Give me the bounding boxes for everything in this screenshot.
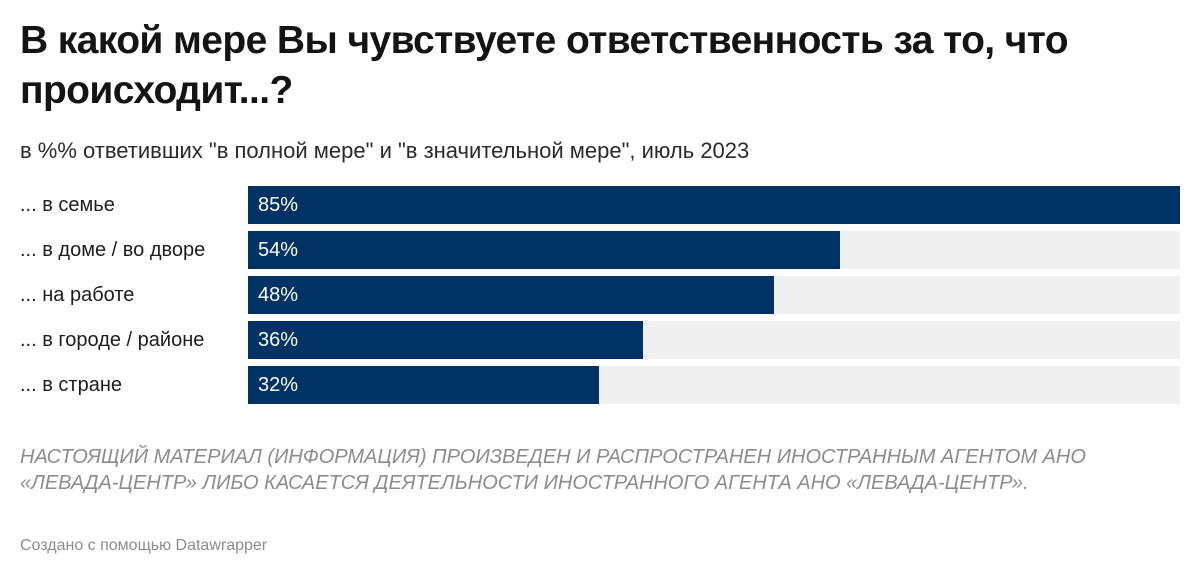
bar-row: ... в доме / во дворе 54% xyxy=(20,231,1180,269)
bar-row: ... в стране 32% xyxy=(20,366,1180,404)
bar-value-label: 85% xyxy=(258,194,299,216)
chart-subtitle: в %% ответивших "в полной мере" и "в зна… xyxy=(20,138,750,163)
bar xyxy=(248,231,840,269)
category-label: ... в доме / во дворе xyxy=(20,239,206,261)
bar-track: 36% xyxy=(248,321,1180,359)
bar xyxy=(248,186,1180,224)
bar-row: ... в городе / районе 36% xyxy=(20,321,1180,359)
category-label: ... в семье xyxy=(20,194,115,216)
bar-value-label: 48% xyxy=(258,284,299,306)
foreign-agent-disclaimer: НАСТОЯЩИЙ МАТЕРИАЛ (ИНФОРМАЦИЯ) ПРОИЗВЕД… xyxy=(20,446,1086,494)
bar-track: 32% xyxy=(248,366,1180,404)
bar-track: 48% xyxy=(248,276,1180,314)
category-label: ... на работе xyxy=(20,284,135,306)
category-label: ... в стране xyxy=(20,374,122,396)
bar-track: 54% xyxy=(248,231,1180,269)
bar-row: ... на работе 48% xyxy=(20,276,1180,314)
bar-value-label: 36% xyxy=(258,329,299,351)
bar-chart: ... в семье 85% ... в доме / во дворе 54%..… xyxy=(20,186,1180,410)
chart-title: В какой мере Вы чувствуете ответственнос… xyxy=(20,19,1069,112)
category-label: ... в городе / районе xyxy=(20,329,205,351)
bar xyxy=(248,276,774,314)
bar-value-label: 54% xyxy=(258,239,299,261)
bar-row: ... в семье 85% xyxy=(20,186,1180,224)
bar xyxy=(248,366,599,404)
datawrapper-credit: Создано с помощью Datawrapper xyxy=(20,537,268,554)
bar-track: 85% xyxy=(248,186,1180,224)
bar-value-label: 32% xyxy=(258,374,299,396)
bar xyxy=(248,321,643,359)
